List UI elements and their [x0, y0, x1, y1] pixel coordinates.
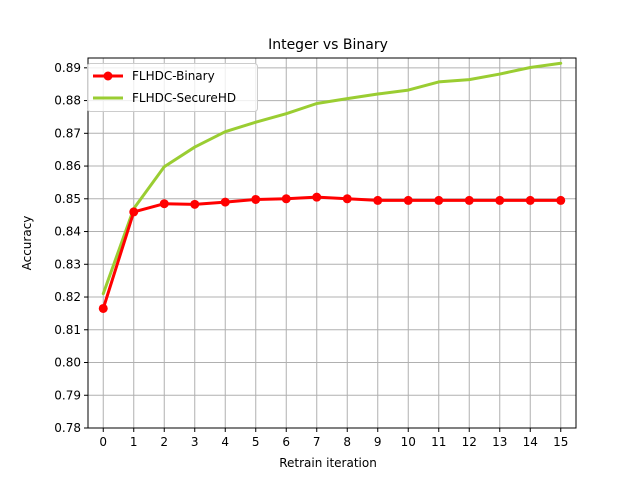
- x-tick-label: 10: [401, 435, 416, 449]
- chart-title: Integer vs Binary: [268, 37, 388, 53]
- y-tick-label: 0.86: [54, 159, 81, 173]
- data-point-flhdc-binary: [342, 194, 352, 204]
- legend-label-flhdc-securehd: FLHDC-SecureHD: [132, 91, 236, 105]
- data-point-flhdc-binary: [373, 195, 383, 205]
- data-point-flhdc-binary: [159, 199, 169, 209]
- legend-label-flhdc-binary: FLHDC-Binary: [132, 69, 215, 83]
- y-tick-label: 0.85: [54, 192, 81, 206]
- legend-box: [87, 63, 258, 112]
- x-tick-label: 15: [553, 435, 568, 449]
- series-line-flhdc-binary: [101, 195, 563, 310]
- x-tick-label: 13: [492, 435, 507, 449]
- data-point-flhdc-binary: [98, 303, 108, 313]
- y-tick-label: 0.79: [54, 388, 81, 402]
- x-tick-label: 9: [374, 435, 382, 449]
- x-tick-label: 2: [160, 435, 168, 449]
- data-point-flhdc-binary: [464, 195, 474, 205]
- x-tick-label: 11: [431, 435, 446, 449]
- series-line-flhdc-securehd: [101, 61, 563, 296]
- x-tick-label: 1: [130, 435, 138, 449]
- plot-frame: [87, 57, 577, 429]
- data-point-flhdc-binary: [312, 192, 322, 202]
- x-tick-label: 3: [191, 435, 199, 449]
- legend: FLHDC-Binary FLHDC-SecureHD: [87, 63, 258, 112]
- data-point-flhdc-binary: [251, 194, 261, 204]
- x-tick-label: 4: [221, 435, 229, 449]
- x-tick-label: 6: [282, 435, 290, 449]
- x-axis-label: Retrain iteration: [279, 456, 377, 470]
- x-tick-label: 7: [313, 435, 321, 449]
- axis-ticks: 0 1 2 3 4 5 6 7 8 9 10 11 12 13 14 150.780.790.800.810.…: [54, 61, 568, 449]
- x-tick-label: 14: [523, 435, 538, 449]
- y-tick-label: 0.87: [54, 126, 81, 140]
- series-layer: [98, 61, 566, 313]
- y-tick-label: 0.78: [54, 421, 81, 435]
- x-tick-label: 8: [343, 435, 351, 449]
- y-tick-label: 0.88: [54, 94, 81, 108]
- y-tick-label: 0.82: [54, 290, 81, 304]
- data-point-flhdc-binary: [495, 195, 505, 205]
- y-tick-label: 0.83: [54, 257, 81, 271]
- grid: [88, 58, 576, 429]
- data-point-flhdc-binary: [190, 199, 200, 209]
- x-tick-label: 5: [252, 435, 260, 449]
- data-point-flhdc-binary: [220, 197, 230, 207]
- data-point-flhdc-binary: [403, 195, 413, 205]
- x-tick-label: 0: [99, 435, 107, 449]
- data-point-flhdc-binary: [525, 195, 535, 205]
- x-tick-label: 12: [462, 435, 477, 449]
- y-tick-label: 0.81: [54, 323, 81, 337]
- data-point-flhdc-binary: [434, 195, 444, 205]
- data-point-flhdc-binary: [556, 195, 566, 205]
- y-tick-label: 0.84: [54, 225, 81, 239]
- data-point-flhdc-binary: [281, 194, 291, 204]
- y-tick-label: 0.80: [54, 356, 81, 370]
- legend-marker-flhdc-binary: [103, 71, 113, 81]
- y-axis-label: Accuracy: [20, 216, 34, 271]
- y-tick-label: 0.89: [54, 61, 81, 75]
- data-point-flhdc-binary: [129, 207, 139, 217]
